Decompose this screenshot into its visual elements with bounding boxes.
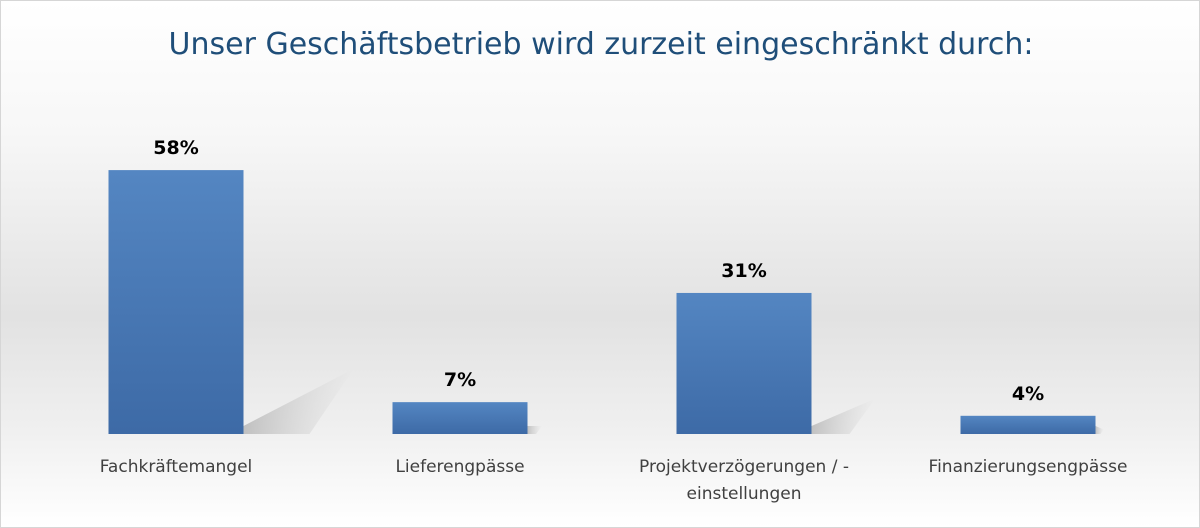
- category-label-3-line-2: einstellungen: [687, 484, 802, 504]
- bar-shadow: [1095, 426, 1104, 434]
- bar-4: [960, 415, 1096, 434]
- chart-title: Unser Geschäftsbetrieb wird zurzeit eing…: [168, 27, 1034, 62]
- data-label-2: 7%: [444, 369, 476, 391]
- bar-shadow: [243, 369, 354, 434]
- category-label-1: Fachkräftemangel: [100, 457, 253, 477]
- category-label-3-line-1: Projektverzögerungen / -: [639, 457, 849, 477]
- data-label-4: 4%: [1012, 383, 1044, 405]
- bar-1: [108, 170, 244, 434]
- data-label-1: 58%: [153, 137, 198, 159]
- bar-shadow: [811, 398, 875, 434]
- data-label-3: 31%: [721, 260, 766, 282]
- category-label-2: Lieferengpässe: [395, 457, 524, 477]
- bar-shadow: [527, 426, 542, 434]
- category-label-4: Finanzierungsengpässe: [929, 457, 1128, 477]
- bar-3: [676, 292, 812, 434]
- bar-2: [392, 402, 528, 434]
